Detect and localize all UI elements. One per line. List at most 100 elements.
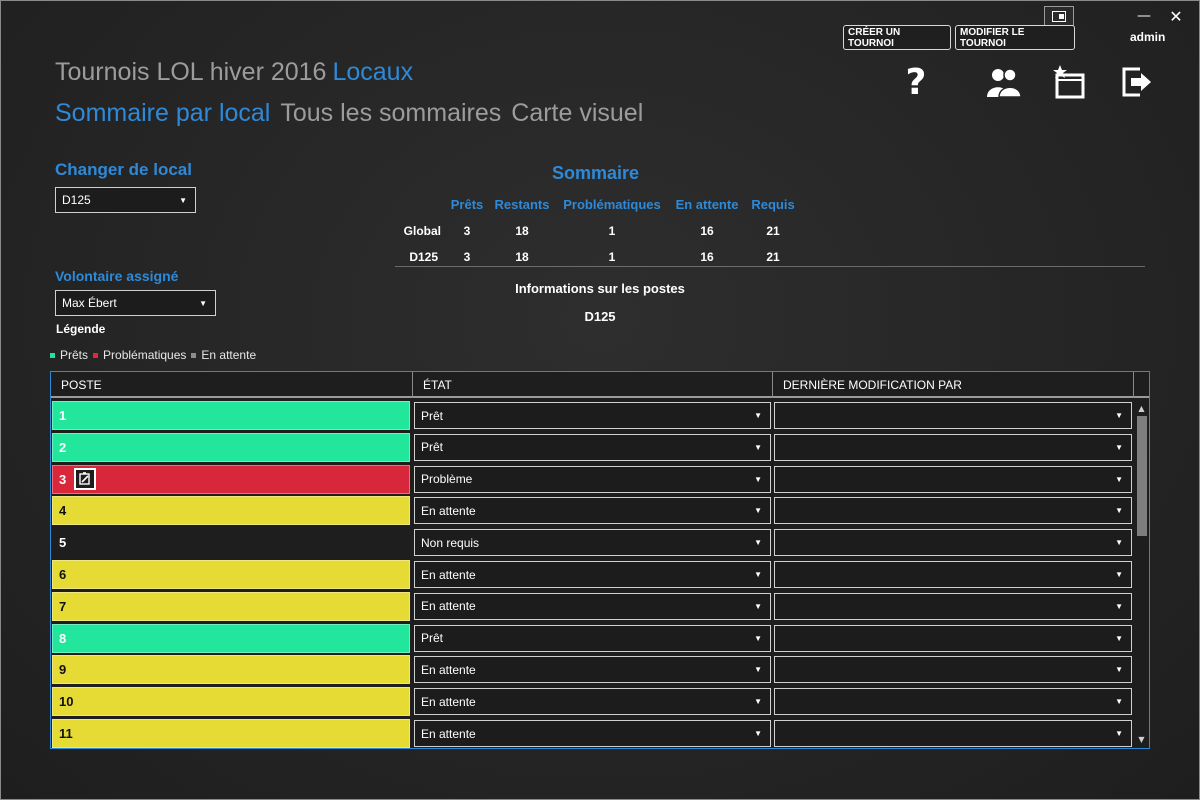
legend-item-problematiques: Problématiques <box>93 348 186 362</box>
create-tournament-button[interactable]: CRÉER UN TOURNOI <box>843 25 951 50</box>
chevron-down-icon: ▼ <box>754 729 762 738</box>
legend: Prêts Problématiques En attente <box>50 348 261 362</box>
minimize-window-button[interactable]: — <box>1132 6 1156 26</box>
volunteer-select[interactable]: Max Ébert ▼ <box>55 290 216 316</box>
summary-col-requis: Requis <box>751 197 795 212</box>
modified-by-select[interactable]: ▼ <box>774 497 1132 525</box>
users-icon[interactable] <box>986 64 1022 100</box>
summary-cell: 18 <box>515 250 529 264</box>
modified-by-select[interactable]: ▼ <box>774 529 1132 557</box>
table-row: 10 En attente ▼ ▼ <box>51 686 1134 718</box>
minimize-icon: — <box>1137 8 1151 24</box>
modified-by-select[interactable]: ▼ <box>774 402 1132 429</box>
table-row: 2 Prêt ▼ ▼ <box>51 432 1134 464</box>
modified-by-select[interactable]: ▼ <box>774 720 1132 747</box>
etat-select[interactable]: En attente ▼ <box>414 561 771 588</box>
volunteer-label: Volontaire assigné <box>55 268 179 284</box>
poste-cell[interactable]: 3 <box>52 464 410 494</box>
poste-number: 2 <box>59 439 67 455</box>
chevron-down-icon: ▼ <box>754 665 762 675</box>
legend-swatch <box>191 352 197 358</box>
table-row: 4 En attente ▼ ▼ <box>51 495 1134 527</box>
poste-cell[interactable]: 2 <box>52 432 410 462</box>
summary-cell: 16 <box>700 250 714 264</box>
etat-select[interactable]: En attente ▼ <box>414 720 771 747</box>
modified-by-select[interactable]: ▼ <box>774 561 1132 588</box>
vertical-scrollbar[interactable]: ▲ ▼ <box>1134 399 1149 748</box>
etat-select-value: En attente <box>421 662 476 677</box>
chevron-down-icon: ▼ <box>754 442 762 452</box>
poste-cell[interactable]: 8 <box>52 623 410 653</box>
etat-select[interactable]: Prêt ▼ <box>414 624 771 652</box>
modified-by-select[interactable]: ▼ <box>774 592 1132 620</box>
poste-cell[interactable]: 7 <box>52 591 410 621</box>
poste-cell[interactable]: 10 <box>52 687 410 717</box>
summary-divider <box>395 266 1145 267</box>
exit-icon[interactable] <box>1119 64 1155 100</box>
info-title: Informations sur les postes <box>515 281 685 296</box>
close-window-button[interactable]: ✕ <box>1164 6 1188 26</box>
modified-by-select[interactable]: ▼ <box>774 656 1132 684</box>
new-window-icon[interactable] <box>1051 64 1087 100</box>
etat-select[interactable]: Prêt ▼ <box>414 433 771 461</box>
column-header-modification[interactable]: DERNIÈRE MODIFICATION PAR <box>773 372 1134 398</box>
legend-label: En attente <box>201 348 257 362</box>
poste-cell[interactable]: 5 <box>52 528 410 557</box>
summary-cell: 1 <box>608 250 616 264</box>
poste-cell[interactable]: 6 <box>52 560 410 589</box>
restore-window-icon <box>1052 10 1066 22</box>
poste-number: 11 <box>59 726 73 741</box>
etat-select[interactable]: En attente ▼ <box>414 656 771 684</box>
summary-row-label-global: Global <box>403 224 441 238</box>
poste-number: 6 <box>59 567 67 582</box>
chevron-down-icon: ▼ <box>754 474 762 484</box>
etat-select-value: Non requis <box>421 535 480 550</box>
modify-tournament-button[interactable]: MODIFIER LE TOURNOI <box>955 25 1075 50</box>
poste-cell[interactable]: 1 <box>52 401 410 430</box>
app-title-text: Tournois LOL hiver 2016 <box>55 58 327 86</box>
tab-tous-les-sommaires[interactable]: Tous les sommaires <box>280 99 502 127</box>
etat-select[interactable]: Problème ▼ <box>414 465 771 493</box>
poste-number: 8 <box>59 630 67 646</box>
poste-number: 1 <box>59 408 67 423</box>
table-row: 9 En attente ▼ ▼ <box>51 654 1134 686</box>
legend-swatch <box>50 352 55 358</box>
chevron-down-icon: ▼ <box>1115 697 1123 707</box>
etat-select[interactable]: En attente ▼ <box>414 688 771 716</box>
chevron-down-icon: ▼ <box>754 570 762 579</box>
chevron-down-icon: ▼ <box>754 538 762 548</box>
poste-cell[interactable]: 9 <box>52 655 410 685</box>
chevron-down-icon: ▼ <box>754 506 762 516</box>
edit-icon[interactable] <box>74 468 97 491</box>
summary-col-problematiques: Problématiques <box>563 197 661 212</box>
column-header-etat[interactable]: ÉTAT <box>413 372 773 398</box>
etat-select[interactable]: Non requis ▼ <box>414 529 771 557</box>
etat-select[interactable]: En attente ▼ <box>414 592 771 620</box>
etat-select[interactable]: En attente ▼ <box>414 497 771 525</box>
poste-cell[interactable]: 11 <box>52 719 410 748</box>
poste-number: 9 <box>59 662 67 678</box>
summary-cell: 16 <box>700 224 714 238</box>
scroll-up-icon[interactable]: ▲ <box>1138 403 1145 413</box>
modified-by-select[interactable]: ▼ <box>774 433 1132 461</box>
etat-select-value: En attente <box>421 599 476 614</box>
restore-window-button[interactable] <box>1044 6 1074 26</box>
chevron-down-icon: ▼ <box>1115 506 1123 516</box>
scroll-down-icon[interactable]: ▼ <box>1138 734 1145 744</box>
etat-select[interactable]: Prêt ▼ <box>414 402 771 429</box>
tab-sommaire-par-local[interactable]: Sommaire par local <box>55 99 271 127</box>
help-icon[interactable]: ? <box>905 61 927 103</box>
chevron-down-icon: ▼ <box>179 195 187 205</box>
modified-by-select[interactable]: ▼ <box>774 465 1132 493</box>
modified-by-select[interactable]: ▼ <box>774 688 1132 716</box>
chevron-down-icon: ▼ <box>1115 474 1123 484</box>
legend-label: Problématiques <box>103 348 187 362</box>
legend-item-en-attente: En attente <box>191 348 256 362</box>
modified-by-select[interactable]: ▼ <box>774 624 1132 652</box>
poste-cell[interactable]: 4 <box>52 496 410 526</box>
column-header-poste[interactable]: POSTE <box>51 372 413 398</box>
room-select[interactable]: D125 ▼ <box>55 187 196 213</box>
scroll-thumb[interactable] <box>1137 416 1147 536</box>
breadcrumb-locaux[interactable]: Locaux <box>332 58 414 86</box>
tab-carte-visuel[interactable]: Carte visuel <box>511 99 644 127</box>
